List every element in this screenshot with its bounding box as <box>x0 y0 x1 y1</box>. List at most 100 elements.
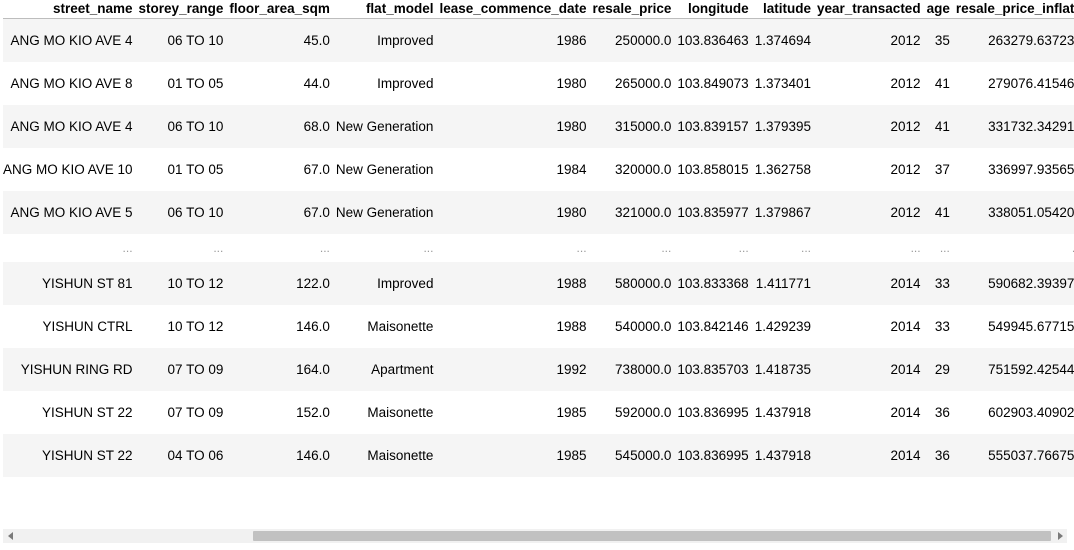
cell-street-name: YISHUN ST 22 <box>42 405 133 420</box>
column-header-longitude: longitude <box>677 0 755 19</box>
cell-age: 41 <box>926 105 956 148</box>
cell-age: ... <box>939 240 950 255</box>
cell-storey-range: 07 TO 09 <box>138 348 230 391</box>
horizontal-scrollbar[interactable] <box>3 529 1067 543</box>
ellipsis-row: ................................. <box>3 234 1074 262</box>
cell-resale-price: ... <box>661 240 672 255</box>
cell-longitude: ... <box>738 240 749 255</box>
column-header-latitude: latitude <box>754 0 817 19</box>
cell-age: 41 <box>926 191 956 234</box>
cell-latitude: 1.373401 <box>754 76 811 91</box>
cell-lease-commence-date: 1985 <box>556 405 587 420</box>
cell-street-name: ANG MO KIO AVE 8 <box>10 76 133 91</box>
cell-year-transacted: 2014 <box>817 434 927 477</box>
cell-flat-model: ... <box>423 240 434 255</box>
cell-resale-price: 320000.0 <box>615 162 672 177</box>
cell-resale-price: 265000.0 <box>615 76 672 91</box>
cell-resale-price-inflate: 751592.425440 <box>955 348 1074 391</box>
cell-latitude: 1.437918 <box>754 434 817 477</box>
cell-street-name: ANG MO KIO AVE 4 <box>3 18 139 62</box>
cell-year-transacted: 2014 <box>890 319 921 334</box>
cell-longitude: 103.835977 <box>677 191 755 234</box>
cell-flat-model: Maisonette <box>367 405 434 420</box>
cell-flat-model: Improved <box>335 262 440 305</box>
cell-floor-area-sqm: 68.0 <box>229 105 336 148</box>
cell-year-transacted: 2014 <box>890 405 921 420</box>
cell-age: 36 <box>926 434 956 477</box>
cell-storey-range: 07 TO 09 <box>167 405 224 420</box>
cell-year-transacted: ... <box>910 240 921 255</box>
table-row: YISHUN ST 22 07 TO 09 152.0 Maisonette 1985 5… <box>3 391 1074 434</box>
column-header-street-name: street_name <box>3 0 139 19</box>
cell-lease-commence-date: 1992 <box>439 348 593 391</box>
cell-longitude: 103.835703 <box>677 348 755 391</box>
column-header-storey-range: storey_range <box>138 0 230 19</box>
cell-year-transacted: 2012 <box>817 191 927 234</box>
table-body: ANG MO KIO AVE 4 06 TO 10 45.0 Improved 1986… <box>3 18 1074 477</box>
cell-floor-area-sqm: ... <box>319 240 330 255</box>
cell-resale-price: 250000.0 <box>592 18 678 62</box>
table-row: YISHUN CTRL 10 TO 12 146.0 Maisonette 1988 54… <box>3 305 1074 348</box>
cell-street-name: YISHUN RING RD <box>3 348 139 391</box>
dataframe-output: street_name storey_range floor_area_sqm fla… <box>3 0 1074 477</box>
cell-resale-price: 545000.0 <box>592 434 678 477</box>
cell-resale-price-inflate: 590682.393977 <box>955 262 1074 305</box>
cell-age: 35 <box>926 18 956 62</box>
cell-floor-area-sqm: 44.0 <box>303 76 330 91</box>
cell-storey-range: 06 TO 10 <box>138 105 230 148</box>
cell-flat-model: Apartment <box>335 348 440 391</box>
scrollbar-thumb[interactable] <box>253 531 1051 541</box>
column-header-resale-price: resale_price <box>592 0 678 19</box>
cell-street-name: YISHUN ST 81 <box>3 262 139 305</box>
cell-age: 29 <box>926 348 956 391</box>
table-row: ANG MO KIO AVE 8 01 TO 05 44.0 Improved 1980… <box>3 62 1074 105</box>
cell-storey-range: ... <box>213 240 224 255</box>
cell-lease-commence-date: ... <box>576 240 587 255</box>
cell-resale-price-inflate: 602903.409025 <box>988 405 1074 420</box>
cell-lease-commence-date: 1980 <box>439 191 593 234</box>
cell-resale-price-inflate: 549945.677151 <box>988 319 1074 334</box>
cell-storey-range: 06 TO 10 <box>138 191 230 234</box>
cell-resale-price: 540000.0 <box>615 319 672 334</box>
cell-latitude: 1.429239 <box>754 319 811 334</box>
cell-longitude: 103.833368 <box>677 262 755 305</box>
cell-lease-commence-date: 1984 <box>556 162 587 177</box>
column-header-year-transacted: year_transacted <box>817 0 927 19</box>
cell-age: 41 <box>934 76 950 91</box>
cell-latitude: 1.418735 <box>754 348 817 391</box>
cell-year-transacted: 2012 <box>890 76 921 91</box>
scroll-left-arrow-icon[interactable] <box>3 529 17 543</box>
cell-flat-model: Maisonette <box>367 319 434 334</box>
cell-floor-area-sqm: 164.0 <box>229 348 336 391</box>
column-header-floor-area-sqm: floor_area_sqm <box>229 0 336 19</box>
cell-resale-price: 738000.0 <box>592 348 678 391</box>
cell-street-name: ANG MO KIO AVE 4 <box>3 105 139 148</box>
cell-storey-range: 01 TO 05 <box>167 162 224 177</box>
table-row: ANG MO KIO AVE 5 06 TO 10 67.0 New Generati… <box>3 191 1074 234</box>
cell-latitude: 1.374694 <box>754 18 817 62</box>
cell-floor-area-sqm: 67.0 <box>303 162 330 177</box>
cell-age: 33 <box>926 262 956 305</box>
cell-year-transacted: 2012 <box>817 18 927 62</box>
cell-street-name: ... <box>122 240 133 255</box>
cell-street-name: ANG MO KIO AVE 5 <box>3 191 139 234</box>
cell-latitude: 1.379395 <box>754 105 817 148</box>
cell-year-transacted: 2012 <box>817 105 927 148</box>
cell-longitude: 103.842146 <box>677 319 749 334</box>
table-row: ANG MO KIO AVE 4 06 TO 10 45.0 Improved 1986… <box>3 18 1074 62</box>
scroll-right-arrow-icon[interactable] <box>1053 529 1067 543</box>
cell-resale-price: 580000.0 <box>592 262 678 305</box>
cell-storey-range: 04 TO 06 <box>138 434 230 477</box>
cell-floor-area-sqm: 45.0 <box>229 18 336 62</box>
cell-street-name: YISHUN ST 22 <box>3 434 139 477</box>
cell-street-name: YISHUN CTRL <box>42 319 133 334</box>
table-row: ANG MO KIO AVE 4 06 TO 10 68.0 New Generati… <box>3 105 1074 148</box>
cell-flat-model: Improved <box>335 18 440 62</box>
cell-age: 33 <box>934 319 950 334</box>
table-row: YISHUN RING RD 07 TO 09 164.0 Apartment 1992… <box>3 348 1074 391</box>
cell-latitude: ... <box>800 240 811 255</box>
table-row: YISHUN ST 81 10 TO 12 122.0 Improved 1988 580… <box>3 262 1074 305</box>
cell-resale-price-inflate: 338051.054207 <box>955 191 1074 234</box>
cell-latitude: 1.437918 <box>754 405 811 420</box>
cell-lease-commence-date: 1988 <box>556 319 587 334</box>
